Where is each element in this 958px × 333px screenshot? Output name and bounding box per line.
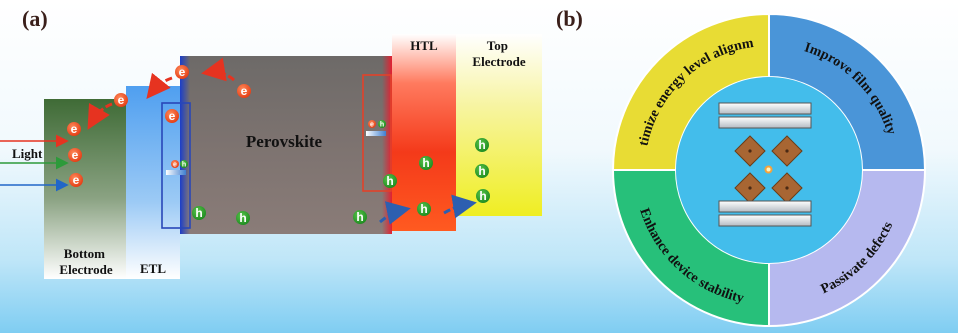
hole-symbol: h [380,122,384,129]
electron-bottom-3: e [69,173,83,187]
hole-symbol: h [182,162,186,169]
htl-label: HTL [410,38,438,53]
electron-etl-top: e [114,93,128,107]
electron-symbol: e [370,122,374,129]
etl-label: ETL [140,261,166,276]
top-plate-2 [719,117,811,128]
bottom-plate-2 [719,215,811,226]
electron-symbol: e [72,148,79,162]
panel-b-label: (b) [556,6,583,31]
electron-etl-interface: e [165,109,179,123]
hole-htl-interface: h [383,174,397,188]
hole-symbol: h [420,202,427,216]
hole-symbol: h [386,174,393,188]
hole-symbol: h [478,138,485,152]
etl-perovskite-interface [180,56,190,234]
hole-top-1: h [475,138,489,152]
bottom-plate-1 [719,201,811,212]
electron-bottom-2: e [68,148,82,162]
etl-defect-trap [166,170,186,175]
electron-perovskite-corner: e [175,65,189,79]
hole-symbol: h [195,206,202,220]
electron-perovskite-upper: e [237,84,251,98]
electron-symbol: e [73,173,80,187]
light-label: Light [12,146,43,161]
hole-perovskite-middle: h [236,211,250,225]
hole-symbol: h [422,156,429,170]
hole-symbol: h [478,164,485,178]
bottom-electrode-label-line1: Bottom [64,246,105,261]
hole-perovskite-right: h [353,210,367,224]
top-plate-1 [719,103,811,114]
hole-perovskite-left: h [192,206,206,220]
htl-defect-trap [366,131,386,136]
bottom-electrode-label: Bottom Electrode [59,246,112,277]
hole-symbol: h [239,211,246,225]
electron-symbol: e [118,93,125,107]
electron-bottom-1: e [67,122,81,136]
hole-htl-upper: h [419,156,433,170]
electron-symbol: e [169,109,176,123]
electron-symbol: e [71,122,78,136]
electron-symbol: e [179,65,186,79]
panel-a-label: (a) [22,6,48,31]
hole-symbol: h [479,189,486,203]
hole-htl-lower: h [417,202,431,216]
top-electrode-label-line2: Electrode [472,54,525,69]
electron-symbol: e [173,162,177,169]
hole-symbol: h [356,210,363,224]
hole-top-3: h [476,189,490,203]
bottom-electrode-label-line2: Electrode [59,262,112,277]
electron-symbol: e [241,84,248,98]
top-electrode-label-line1: Top [487,38,508,53]
perovskite-label: Perovskite [246,132,323,151]
hole-top-2: h [475,164,489,178]
